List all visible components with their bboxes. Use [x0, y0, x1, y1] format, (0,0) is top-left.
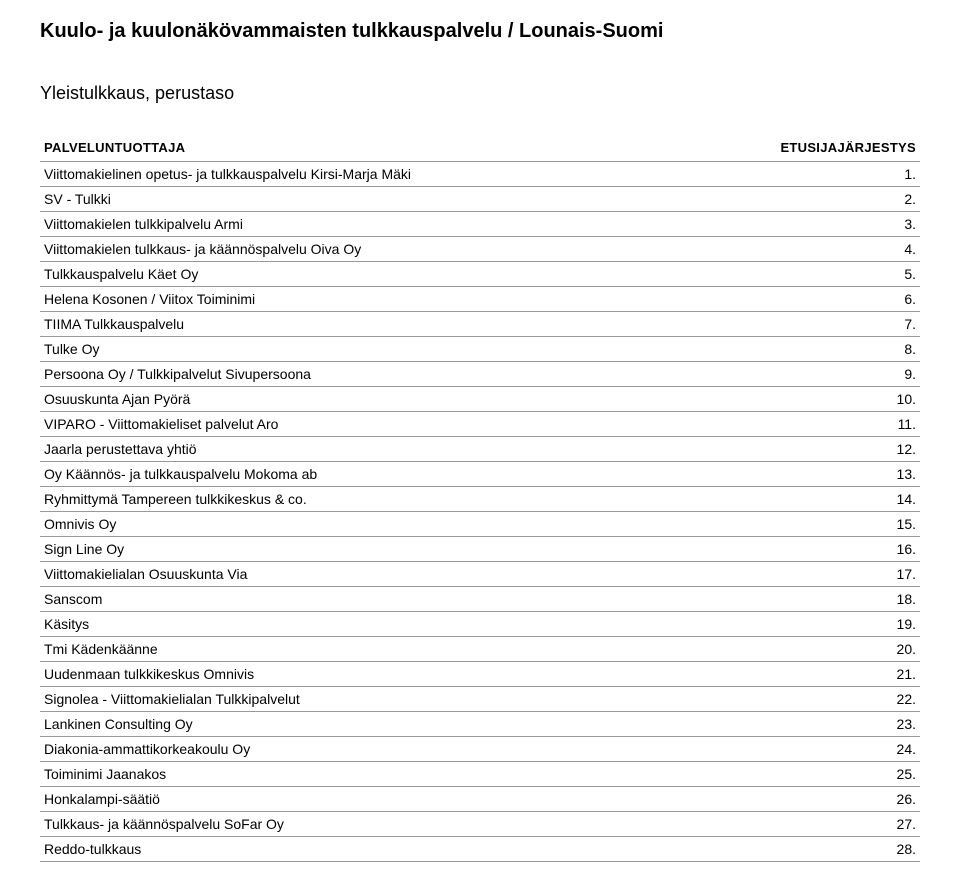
provider-name: Honkalampi-säätiö: [40, 787, 750, 812]
table-row: Jaarla perustettava yhtiö12.: [40, 437, 920, 462]
provider-order: 15.: [750, 512, 920, 537]
table-row: Tmi Kädenkäänne20.: [40, 637, 920, 662]
provider-name: Ryhmittymä Tampereen tulkkikeskus & co.: [40, 487, 750, 512]
provider-name: Persoona Oy / Tulkkipalvelut Sivupersoon…: [40, 362, 750, 387]
table-row: Osuuskunta Ajan Pyörä10.: [40, 387, 920, 412]
column-header-provider: PALVELUNTUOTTAJA: [40, 134, 750, 162]
provider-name: Oy Käännös- ja tulkkauspalvelu Mokoma ab: [40, 462, 750, 487]
table-row: Viittomakielinen opetus- ja tulkkauspalv…: [40, 162, 920, 187]
provider-name: TIIMA Tulkkauspalvelu: [40, 312, 750, 337]
provider-order: 2.: [750, 187, 920, 212]
table-row: VIPARO - Viittomakieliset palvelut Aro11…: [40, 412, 920, 437]
provider-order: 25.: [750, 762, 920, 787]
provider-order: 17.: [750, 562, 920, 587]
provider-name: Osuuskunta Ajan Pyörä: [40, 387, 750, 412]
provider-name: Helena Kosonen / Viitox Toiminimi: [40, 287, 750, 312]
table-row: Omnivis Oy15.: [40, 512, 920, 537]
table-row: TIIMA Tulkkauspalvelu7.: [40, 312, 920, 337]
table-row: Lankinen Consulting Oy23.: [40, 712, 920, 737]
provider-order: 27.: [750, 812, 920, 837]
table-row: SV - Tulkki2.: [40, 187, 920, 212]
provider-order: 9.: [750, 362, 920, 387]
provider-name: Tulkkauspalvelu Käet Oy: [40, 262, 750, 287]
provider-name: VIPARO - Viittomakieliset palvelut Aro: [40, 412, 750, 437]
table-row: Diakonia-ammattikorkeakoulu Oy24.: [40, 737, 920, 762]
table-row: Honkalampi-säätiö26.: [40, 787, 920, 812]
table-row: Reddo-tulkkaus28.: [40, 837, 920, 862]
provider-name: Viittomakielen tulkkipalvelu Armi: [40, 212, 750, 237]
table-row: Ryhmittymä Tampereen tulkkikeskus & co.1…: [40, 487, 920, 512]
provider-name: Sign Line Oy: [40, 537, 750, 562]
provider-order: 28.: [750, 837, 920, 862]
provider-order: 16.: [750, 537, 920, 562]
table-row: Käsitys19.: [40, 612, 920, 637]
provider-order: 6.: [750, 287, 920, 312]
provider-name: Viittomakielinen opetus- ja tulkkauspalv…: [40, 162, 750, 187]
page-title: Kuulo- ja kuulonäkövammaisten tulkkauspa…: [40, 20, 920, 43]
table-row: Tulke Oy8.: [40, 337, 920, 362]
table-row: Oy Käännös- ja tulkkauspalvelu Mokoma ab…: [40, 462, 920, 487]
provider-order: 5.: [750, 262, 920, 287]
provider-name: Diakonia-ammattikorkeakoulu Oy: [40, 737, 750, 762]
page-subtitle: Yleistulkkaus, perustaso: [40, 83, 920, 104]
column-header-order: ETUSIJAJÄRJESTYS: [750, 134, 920, 162]
provider-name: Tmi Kädenkäänne: [40, 637, 750, 662]
table-row: Persoona Oy / Tulkkipalvelut Sivupersoon…: [40, 362, 920, 387]
provider-order: 10.: [750, 387, 920, 412]
provider-order: 18.: [750, 587, 920, 612]
table-row: Viittomakielen tulkkipalvelu Armi3.: [40, 212, 920, 237]
provider-table: PALVELUNTUOTTAJA ETUSIJAJÄRJESTYS Viitto…: [40, 134, 920, 862]
provider-name: Jaarla perustettava yhtiö: [40, 437, 750, 462]
provider-order: 7.: [750, 312, 920, 337]
table-row: Tulkkaus- ja käännöspalvelu SoFar Oy27.: [40, 812, 920, 837]
provider-name: Signolea - Viittomakielialan Tulkkipalve…: [40, 687, 750, 712]
provider-name: Reddo-tulkkaus: [40, 837, 750, 862]
provider-order: 8.: [750, 337, 920, 362]
table-row: Helena Kosonen / Viitox Toiminimi6.: [40, 287, 920, 312]
provider-order: 3.: [750, 212, 920, 237]
provider-order: 12.: [750, 437, 920, 462]
provider-order: 1.: [750, 162, 920, 187]
provider-order: 11.: [750, 412, 920, 437]
table-row: Tulkkauspalvelu Käet Oy5.: [40, 262, 920, 287]
provider-name: Tulke Oy: [40, 337, 750, 362]
provider-order: 4.: [750, 237, 920, 262]
provider-name: Uudenmaan tulkkikeskus Omnivis: [40, 662, 750, 687]
table-row: Signolea - Viittomakielialan Tulkkipalve…: [40, 687, 920, 712]
provider-order: 14.: [750, 487, 920, 512]
provider-order: 21.: [750, 662, 920, 687]
table-row: Uudenmaan tulkkikeskus Omnivis21.: [40, 662, 920, 687]
provider-order: 20.: [750, 637, 920, 662]
provider-name: Toiminimi Jaanakos: [40, 762, 750, 787]
table-row: Viittomakielen tulkkaus- ja käännöspalve…: [40, 237, 920, 262]
provider-name: SV - Tulkki: [40, 187, 750, 212]
provider-order: 19.: [750, 612, 920, 637]
provider-name: Käsitys: [40, 612, 750, 637]
table-row: Sanscom18.: [40, 587, 920, 612]
provider-name: Lankinen Consulting Oy: [40, 712, 750, 737]
table-row: Viittomakielialan Osuuskunta Via17.: [40, 562, 920, 587]
provider-order: 24.: [750, 737, 920, 762]
provider-order: 22.: [750, 687, 920, 712]
provider-order: 26.: [750, 787, 920, 812]
table-row: Sign Line Oy16.: [40, 537, 920, 562]
provider-order: 23.: [750, 712, 920, 737]
provider-order: 13.: [750, 462, 920, 487]
table-row: Toiminimi Jaanakos25.: [40, 762, 920, 787]
provider-name: Viittomakielen tulkkaus- ja käännöspalve…: [40, 237, 750, 262]
provider-name: Viittomakielialan Osuuskunta Via: [40, 562, 750, 587]
provider-name: Omnivis Oy: [40, 512, 750, 537]
provider-name: Tulkkaus- ja käännöspalvelu SoFar Oy: [40, 812, 750, 837]
provider-name: Sanscom: [40, 587, 750, 612]
